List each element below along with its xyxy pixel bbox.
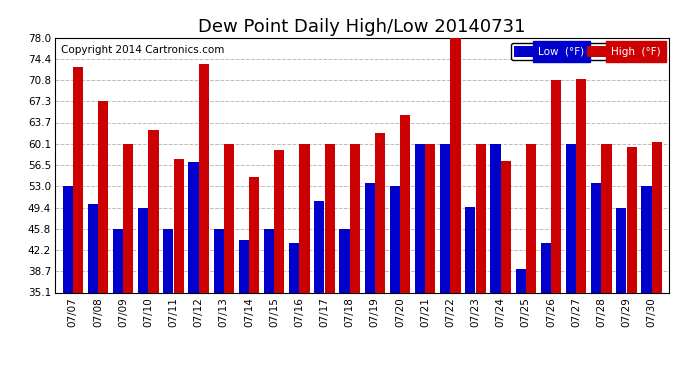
- Bar: [264, 229, 274, 292]
- Bar: [515, 269, 526, 292]
- Bar: [88, 204, 98, 292]
- Bar: [148, 130, 159, 292]
- Bar: [63, 186, 72, 292]
- Bar: [289, 243, 299, 292]
- Bar: [339, 229, 350, 292]
- Bar: [551, 80, 561, 292]
- Bar: [400, 115, 410, 292]
- Bar: [299, 144, 310, 292]
- Bar: [652, 141, 662, 292]
- Bar: [591, 183, 601, 292]
- Bar: [73, 67, 83, 292]
- Bar: [174, 159, 184, 292]
- Bar: [224, 144, 234, 292]
- Bar: [390, 186, 400, 292]
- Bar: [214, 229, 224, 292]
- Bar: [616, 207, 627, 292]
- Bar: [364, 183, 375, 292]
- Bar: [627, 147, 637, 292]
- Bar: [315, 201, 324, 292]
- Bar: [199, 64, 209, 292]
- Bar: [124, 144, 133, 292]
- Bar: [239, 240, 249, 292]
- Bar: [425, 144, 435, 292]
- Bar: [566, 144, 576, 292]
- Legend: Low  (°F), High  (°F): Low (°F), High (°F): [511, 43, 664, 60]
- Bar: [440, 144, 450, 292]
- Bar: [491, 144, 500, 292]
- Title: Dew Point Daily High/Low 20140731: Dew Point Daily High/Low 20140731: [199, 18, 526, 36]
- Bar: [350, 144, 360, 292]
- Bar: [138, 207, 148, 292]
- Bar: [324, 144, 335, 292]
- Bar: [475, 144, 486, 292]
- Text: Copyright 2014 Cartronics.com: Copyright 2014 Cartronics.com: [61, 45, 225, 55]
- Bar: [164, 229, 173, 292]
- Bar: [98, 101, 108, 292]
- Bar: [602, 144, 611, 292]
- Bar: [415, 144, 425, 292]
- Bar: [526, 144, 536, 292]
- Bar: [113, 229, 123, 292]
- Bar: [249, 177, 259, 292]
- Bar: [576, 79, 586, 292]
- Bar: [642, 186, 651, 292]
- Bar: [275, 150, 284, 292]
- Bar: [501, 161, 511, 292]
- Bar: [188, 162, 199, 292]
- Bar: [465, 207, 475, 292]
- Bar: [375, 133, 385, 292]
- Bar: [451, 38, 460, 292]
- Bar: [541, 243, 551, 292]
